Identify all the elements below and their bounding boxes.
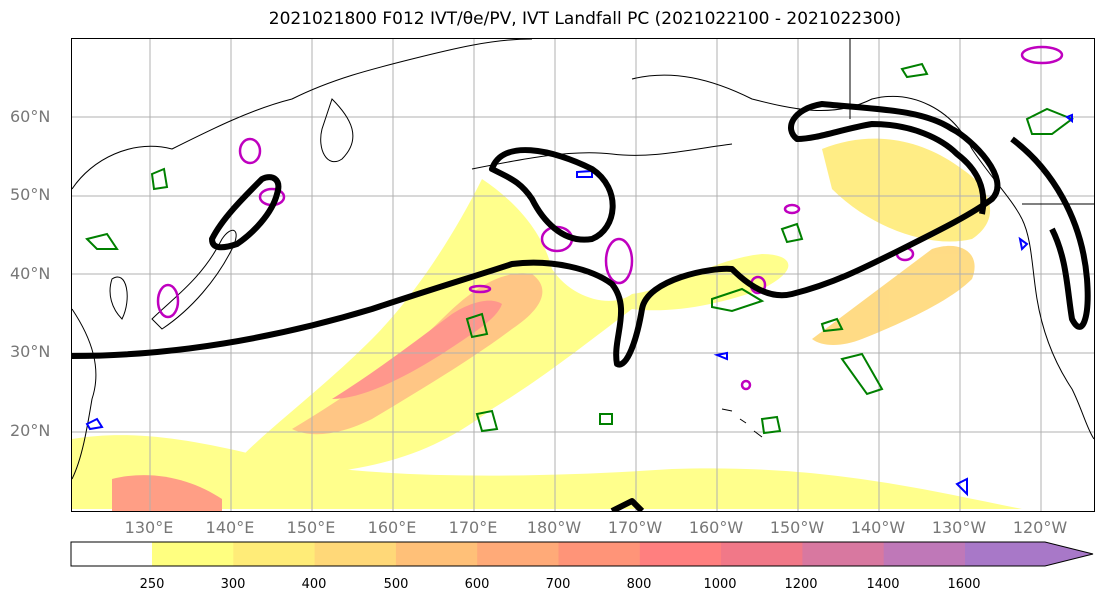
map-svg: [72, 39, 1094, 511]
lon-label: 160°W: [688, 518, 744, 537]
pc-contour-east: [1010, 136, 1091, 330]
ivt-northeast: [822, 138, 991, 242]
colorbar-outline: [70, 541, 1094, 567]
theta-e-contour: [599, 413, 613, 425]
hawaii: [721, 408, 763, 438]
pc-contour-main: [72, 101, 1001, 368]
china-coast: [72, 308, 97, 480]
pc-contours: [72, 101, 1091, 511]
colorbar-tick-label: 800: [626, 577, 652, 592]
korea: [109, 276, 128, 320]
theta-e-contour: [780, 222, 804, 244]
pv-contour: [156, 283, 180, 319]
pv-contour: [604, 237, 634, 285]
colorbar-segment: [558, 542, 641, 566]
japan: [151, 229, 237, 330]
lat-label: 20°N: [10, 421, 51, 440]
lon-label: 130°W: [931, 518, 987, 537]
colorbar-tick-label: 400: [301, 577, 327, 592]
pc-contour-kamchatka: [209, 174, 282, 251]
lat-label: 40°N: [10, 264, 51, 283]
theta-e-contours: [85, 62, 1075, 435]
colorbar-segment: [477, 542, 559, 566]
colorbar-extend-arrow: [1045, 542, 1093, 566]
lon-label: 170°E: [448, 518, 498, 537]
colorbar-tick-label: 1000: [703, 577, 737, 592]
pv-contour: [238, 137, 262, 165]
colorbar-tick-label: 250: [139, 577, 165, 592]
colorbar-tick-label: 500: [383, 577, 409, 592]
pv-contour: [783, 203, 801, 215]
lat-label: 60°N: [10, 107, 51, 126]
lon-label: 140°W: [850, 518, 906, 537]
map-panel: [71, 38, 1095, 512]
plot-title: 2021021800 F012 IVT/θe/PV, IVT Landfall …: [268, 9, 902, 29]
pc-contour-north: [489, 147, 616, 243]
na-west-coast: [1021, 218, 1094, 440]
blue-contour: [576, 169, 593, 178]
blue-contour: [1018, 236, 1029, 252]
theta-e-contour: [475, 409, 499, 433]
aleutians: [471, 143, 733, 170]
pv-contour: [468, 284, 492, 294]
colorbar-segment: [721, 542, 803, 566]
ivt-south-band: [72, 435, 1022, 509]
lat-label: 50°N: [10, 185, 51, 204]
colorbar-tick-label: 300: [220, 577, 246, 592]
alaska-coast: [631, 74, 1023, 220]
blue-contour: [85, 417, 104, 431]
lon-label: 180°W: [526, 518, 582, 537]
blue-contours: [85, 113, 1073, 497]
colorbar-tick-label: 600: [464, 577, 490, 592]
lat-label: 30°N: [10, 342, 51, 361]
theta-e-contour: [465, 312, 489, 339]
blue-contour: [713, 351, 728, 361]
ivt-shading: [72, 138, 1022, 511]
lon-label: 130°E: [124, 518, 174, 537]
theta-e-contour: [760, 415, 782, 435]
colorbar-segment: [314, 542, 397, 566]
pv-contour: [740, 379, 752, 391]
theta-e-contour: [900, 62, 929, 79]
lon-label: 140°E: [205, 518, 255, 537]
theta-e-contour: [820, 317, 844, 333]
kamchatka: [320, 98, 354, 162]
theta-e-contour: [85, 232, 119, 250]
colorbar-segment: [395, 542, 478, 566]
colorbar-segment: [639, 542, 722, 566]
ivt-south-core: [112, 475, 222, 511]
theta-e-contour: [1025, 107, 1075, 135]
colorbar-segment: [802, 542, 885, 566]
theta-e-contour: [150, 167, 169, 191]
blue-contour: [955, 477, 968, 497]
colorbar-segment-under: [71, 542, 152, 566]
colorbar-tick-label: 1200: [784, 577, 818, 592]
colorbar-tick-label: 700: [545, 577, 571, 592]
pc-contour-south: [610, 498, 645, 511]
lon-label: 150°W: [769, 518, 825, 537]
ivt-east-plume: [812, 245, 975, 345]
colorbar-tick-label: 1600: [947, 577, 981, 592]
pv-contour: [1020, 45, 1064, 65]
blue-contour: [1065, 113, 1073, 124]
lon-label: 150°E: [286, 518, 336, 537]
coastlines: [72, 39, 1094, 480]
asia-coast: [72, 39, 533, 190]
lon-label: 160°E: [367, 518, 417, 537]
theta-e-contour: [840, 352, 884, 396]
colorbar: [70, 541, 1094, 567]
pv-contours: [156, 45, 1064, 391]
lon-label: 120°W: [1012, 518, 1068, 537]
gridlines: [72, 39, 1094, 511]
colorbar-tick-label: 1400: [866, 577, 900, 592]
colorbar-segment: [883, 542, 966, 566]
ivt-plume-max: [332, 300, 502, 399]
colorbar-segment: [233, 542, 316, 566]
colorbar-segment: [152, 542, 234, 566]
theta-e-contour: [711, 287, 765, 313]
lon-label: 170°W: [607, 518, 663, 537]
colorbar-segment: [965, 542, 1045, 566]
